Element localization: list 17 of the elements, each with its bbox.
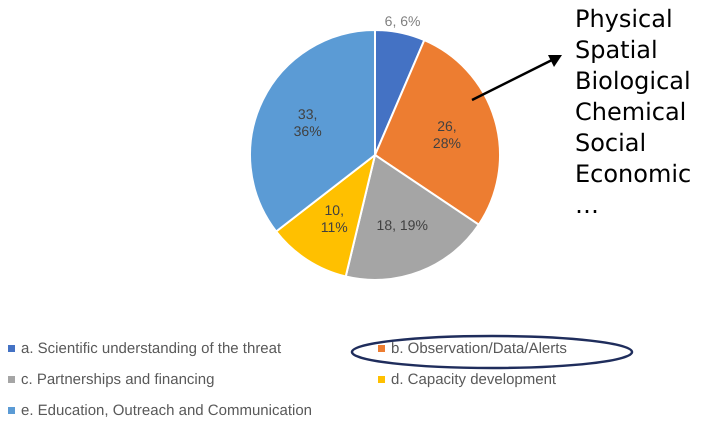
text: Social [575,128,648,159]
text: Biological [575,66,692,97]
legend-label: d. Capacity development [391,371,556,388]
text: … [575,190,600,221]
data-label: 18, 19% [376,216,428,233]
data-label: 10, 11% [320,202,348,235]
text: Physical [575,4,674,35]
text: Chemical [575,97,688,128]
legend-label: a. Scientific understanding of the threat [21,340,282,357]
data-label: 26, 28% [432,118,461,151]
legend-label: e. Education, Outreach and Communication [21,402,312,419]
data-label: 6, 6% [384,12,420,29]
text: Spatial [575,35,659,66]
legend-label: c. Partnerships and financing [21,371,214,388]
legend-label: b. Observation/Data/Alerts [391,340,567,357]
data-label: 33, 36% [294,106,322,139]
text: Economic [575,159,692,190]
